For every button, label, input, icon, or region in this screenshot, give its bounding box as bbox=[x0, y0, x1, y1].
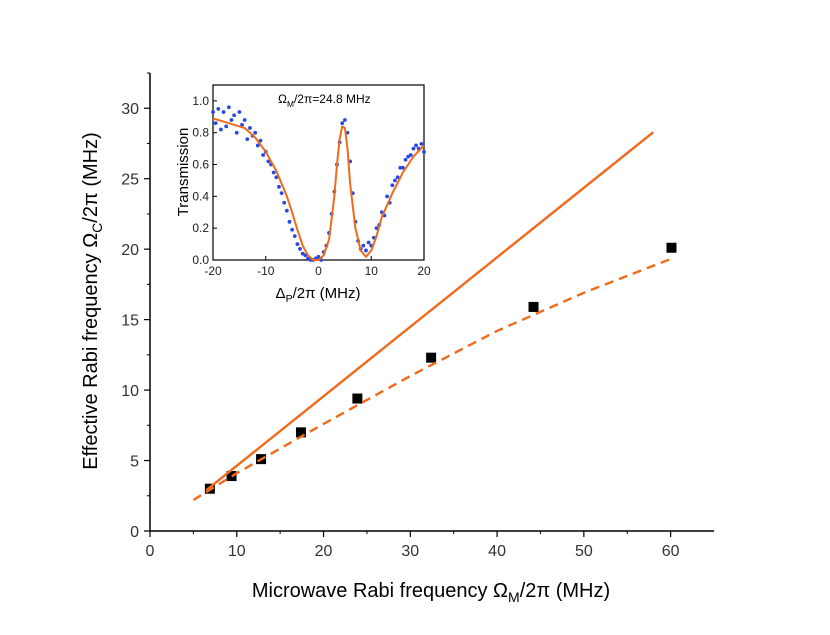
inset-data-point bbox=[342, 118, 347, 122]
inset-fit-line bbox=[212, 117, 425, 261]
main-y-ticks: 0 5 10 15 20 25 30 bbox=[121, 72, 150, 541]
inset-data-point bbox=[279, 191, 284, 196]
inset-data-point bbox=[408, 153, 413, 157]
inset-y-tick-label: 1.0 bbox=[192, 94, 209, 108]
main-x-tick-label: 20 bbox=[315, 543, 333, 560]
inset-x-tick-label: -10 bbox=[257, 264, 275, 278]
inset-data-point bbox=[340, 121, 345, 126]
inset-y-tick-label: 0.0 bbox=[192, 253, 209, 267]
measured-point bbox=[426, 352, 437, 363]
inset-y-tick-label: 0.2 bbox=[192, 221, 209, 235]
inset-data-point bbox=[414, 143, 418, 148]
inset-data-point bbox=[245, 137, 250, 141]
inset-data-point bbox=[255, 143, 260, 148]
inset-data-point bbox=[419, 141, 424, 146]
inset-data-point bbox=[366, 240, 371, 245]
inset-data-point bbox=[271, 170, 276, 175]
inset-data-point bbox=[232, 113, 237, 118]
main-x-ticks: 0 10 20 30 40 50 60 bbox=[146, 531, 680, 560]
inset-data-point bbox=[361, 243, 366, 248]
inset-data-point bbox=[216, 106, 221, 111]
main-y-tick-label: 30 bbox=[121, 101, 139, 118]
inset-y-ticks: 0.0 0.2 0.4 0.6 0.8 1.0 bbox=[192, 94, 217, 267]
inset-data-point bbox=[298, 246, 302, 251]
inset-data-point bbox=[401, 165, 405, 170]
inset-data-point bbox=[224, 124, 229, 129]
inset-data-point bbox=[403, 157, 408, 162]
inset-y-tick-label: 0.8 bbox=[192, 126, 209, 140]
inset-y-tick-label: 0.6 bbox=[192, 158, 209, 172]
inset-data-point bbox=[261, 153, 266, 157]
inset-data-point bbox=[234, 130, 239, 135]
inset-data-point bbox=[242, 118, 247, 122]
inset-x-ticks: -20 -10 0 10 20 bbox=[204, 256, 431, 278]
inset-data-point bbox=[282, 200, 287, 205]
main-x-tick-label: 10 bbox=[228, 543, 246, 560]
nonlinear-fit-line bbox=[192, 257, 672, 502]
main-plot: 0 10 20 30 40 50 60 0 5 10 15 20 25 30 Microwave Rab… bbox=[80, 72, 714, 605]
inset-data-point bbox=[398, 165, 403, 170]
inset-y-tick-label: 0.4 bbox=[192, 189, 209, 203]
inset-data-point bbox=[266, 159, 271, 164]
inset-x-axis-label: ΔP/2π (MHz) bbox=[276, 285, 361, 305]
inset-data-point bbox=[316, 254, 321, 259]
inset-data-point bbox=[364, 248, 368, 253]
measured-point bbox=[295, 427, 306, 438]
inset-data-point bbox=[295, 242, 300, 246]
inset-y-axis-label: Transmission bbox=[175, 128, 192, 217]
inset-data-point bbox=[253, 130, 258, 135]
main-x-tick-label: 50 bbox=[575, 543, 593, 560]
measured-point bbox=[666, 242, 677, 253]
inset-data-point bbox=[258, 138, 263, 143]
inset-data-point bbox=[229, 118, 234, 122]
inset-x-tick-label: -20 bbox=[204, 264, 222, 278]
inset-data-point bbox=[226, 105, 231, 110]
inset-x-tick-label: 20 bbox=[417, 264, 431, 278]
measured-point bbox=[528, 301, 539, 312]
inset-data-point bbox=[390, 183, 395, 188]
main-x-tick-label: 60 bbox=[662, 543, 680, 560]
main-y-tick-label: 25 bbox=[121, 172, 139, 189]
main-y-tick-label: 20 bbox=[121, 242, 139, 259]
inset-x-tick-label: 10 bbox=[365, 264, 379, 278]
inset-data-point bbox=[292, 234, 297, 239]
inset-data-point bbox=[237, 110, 242, 114]
main-y-axis-label: Effective Rabi frequency ΩC/2π (MHz) bbox=[80, 132, 105, 470]
main-y-tick-label: 5 bbox=[130, 454, 139, 471]
inset-x-tick-label: 0 bbox=[315, 264, 322, 278]
inset-data-point bbox=[219, 127, 223, 132]
measured-point bbox=[352, 393, 363, 404]
inset-frame bbox=[212, 84, 425, 261]
main-series bbox=[192, 131, 677, 502]
main-y-tick-label: 10 bbox=[121, 383, 139, 400]
inset-data-point bbox=[411, 146, 416, 151]
inset-data-point bbox=[422, 149, 426, 154]
inset-data-point bbox=[385, 194, 389, 199]
inset-data-point bbox=[395, 175, 400, 180]
main-x-tick-label: 30 bbox=[401, 543, 419, 560]
linear-fit-line bbox=[205, 131, 655, 492]
inset-data-point bbox=[393, 178, 397, 183]
main-x-tick-label: 0 bbox=[146, 543, 155, 560]
main-x-tick-label: 40 bbox=[488, 543, 506, 560]
inset-data-point bbox=[240, 122, 244, 127]
inset-data-point bbox=[248, 126, 252, 130]
main-x-axis-label: Microwave Rabi frequency ΩM/2π (MHz) bbox=[252, 580, 610, 605]
inset-data-point bbox=[274, 175, 279, 180]
inset-series bbox=[211, 105, 426, 262]
inset-data-point bbox=[221, 110, 226, 114]
inset-plot: -20 -10 0 10 20 0.0 0.2 0.4 0.6 0.8 1.0 ΩM/2π=24.… bbox=[175, 84, 431, 305]
inset-data-point bbox=[211, 110, 215, 114]
inset-data-point bbox=[213, 121, 218, 126]
inset-data-point bbox=[277, 184, 281, 189]
main-y-tick-label: 15 bbox=[121, 313, 139, 330]
main-y-tick-label: 0 bbox=[130, 524, 139, 541]
inset-data-point bbox=[290, 227, 295, 232]
inset-data-point bbox=[284, 208, 289, 213]
inset-data-point bbox=[287, 219, 292, 224]
inset-annotation: ΩM/2π=24.8 MHz bbox=[278, 92, 371, 109]
